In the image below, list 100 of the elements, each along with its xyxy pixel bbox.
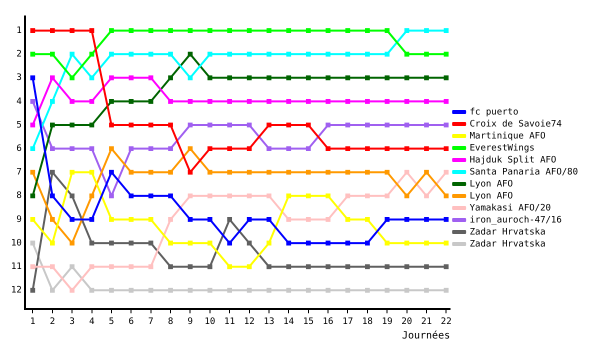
point (70, 98, 75, 104)
point (168, 75, 173, 80)
x-tick-label: 1 (30, 316, 36, 327)
point (384, 28, 390, 33)
point (227, 264, 232, 270)
y-tick-label: 2 (16, 50, 22, 60)
point (70, 28, 75, 33)
point (109, 52, 114, 57)
x-tick-label: 19 (382, 316, 393, 327)
point (70, 264, 75, 270)
legend-label: Lyon AFO (470, 179, 513, 190)
point (404, 170, 410, 175)
point (70, 193, 75, 198)
point (384, 98, 390, 104)
point (424, 122, 429, 128)
point (227, 122, 232, 128)
point (444, 240, 449, 246)
point (70, 146, 75, 152)
point (208, 146, 212, 152)
point (365, 240, 370, 246)
point (306, 264, 311, 270)
point (266, 193, 272, 198)
point (306, 217, 311, 222)
point (404, 52, 410, 57)
point (246, 98, 252, 104)
legend-label: Zadar Hrvatska (470, 227, 546, 238)
point (286, 75, 292, 80)
point (246, 146, 252, 152)
point (89, 240, 94, 246)
point (365, 28, 370, 33)
point (326, 264, 330, 270)
point (168, 52, 173, 57)
point (345, 146, 350, 152)
point (306, 98, 311, 104)
point (70, 52, 75, 57)
x-tick-label: 6 (128, 316, 134, 327)
point (306, 240, 311, 246)
point (188, 288, 193, 293)
point (246, 28, 252, 33)
point (109, 146, 114, 152)
point (444, 28, 449, 33)
y-tick-label: 11 (10, 262, 22, 272)
point (306, 122, 311, 128)
point (444, 146, 449, 152)
point (404, 240, 410, 246)
point (89, 28, 94, 33)
point (286, 98, 292, 104)
point (30, 240, 36, 246)
legend-label: fc puerto (470, 107, 518, 118)
point (365, 122, 370, 128)
point (148, 146, 154, 152)
point (444, 264, 449, 270)
point (208, 264, 212, 270)
legend-label: Hajduk Split AFO (470, 155, 556, 166)
point (148, 170, 154, 175)
x-tick-label: 14 (283, 316, 294, 327)
legend-label: Martinique AFO (470, 131, 546, 142)
point (365, 52, 370, 57)
point (50, 98, 55, 104)
point (128, 122, 134, 128)
x-tick-label: 12 (244, 316, 255, 327)
x-tick-label: 8 (168, 316, 174, 327)
legend-label: Yamakasi AFO/20 (470, 203, 551, 214)
point (30, 146, 36, 152)
point (168, 146, 173, 152)
point (444, 122, 449, 128)
x-tick-label: 9 (188, 316, 193, 327)
point (444, 217, 449, 222)
point (109, 98, 114, 104)
point (306, 170, 311, 175)
point (345, 98, 350, 104)
x-tick-label: 2 (50, 316, 56, 327)
point (128, 288, 134, 293)
point (424, 28, 429, 33)
point (404, 146, 410, 152)
point (128, 193, 134, 198)
point (266, 146, 272, 152)
point (424, 146, 429, 152)
point (246, 288, 252, 293)
x-tick-label: 5 (108, 316, 114, 327)
point (227, 240, 232, 246)
point (404, 264, 410, 270)
point (286, 122, 292, 128)
y-tick-label: 1 (16, 26, 22, 36)
x-tick-label: 15 (302, 316, 314, 327)
point (306, 52, 311, 57)
point (168, 193, 173, 198)
point (266, 122, 272, 128)
point (286, 288, 292, 293)
point (128, 264, 134, 270)
point (188, 75, 193, 80)
point (109, 75, 114, 80)
point (306, 288, 311, 293)
point (326, 75, 330, 80)
y-tick-label: 6 (16, 144, 22, 154)
point (70, 217, 75, 222)
point (246, 193, 252, 198)
point (208, 75, 212, 80)
point (326, 98, 330, 104)
point (50, 146, 55, 152)
